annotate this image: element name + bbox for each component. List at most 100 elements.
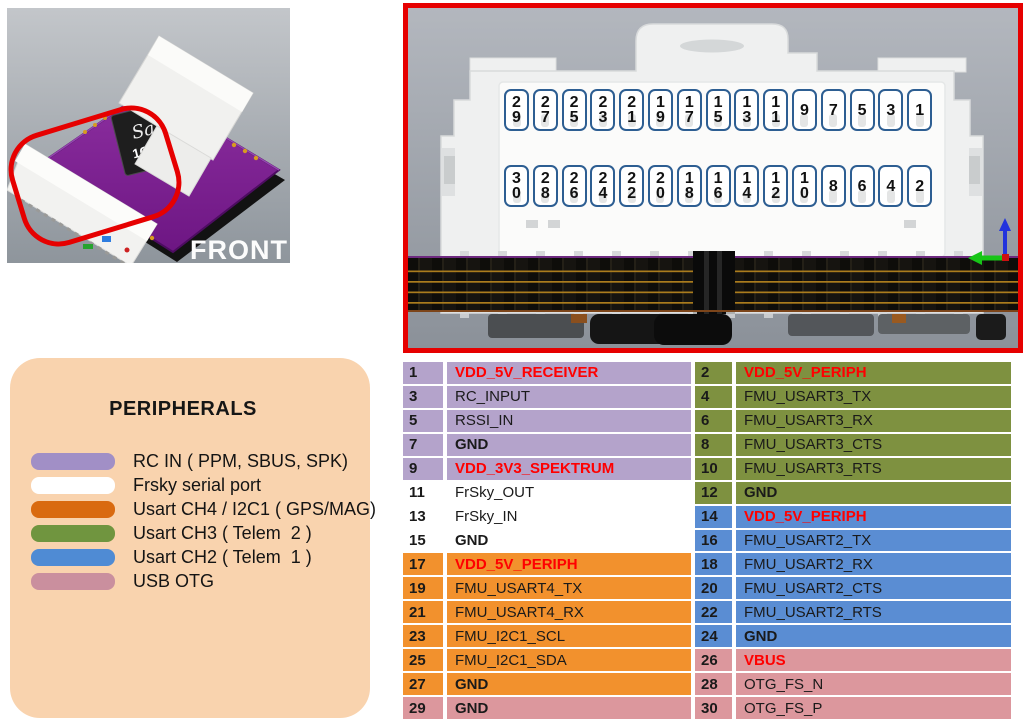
pin-number-cell: 3 bbox=[403, 385, 443, 408]
pin-label-cell: VDD_5V_PERIPH bbox=[736, 362, 1011, 384]
green-led bbox=[83, 244, 93, 249]
connector-pin-badge: 21 bbox=[619, 89, 645, 131]
legend-color-swatch bbox=[31, 549, 115, 566]
connector-pin-number: 24 bbox=[598, 170, 608, 202]
connector-pin-badge: 10 bbox=[791, 165, 817, 207]
pin-label-cell: FMU_USART4_TX bbox=[447, 577, 691, 600]
connector-pin-badge: 15 bbox=[705, 89, 731, 131]
connector-pin-number: 4 bbox=[886, 177, 896, 195]
connector-pin-number: 10 bbox=[800, 170, 809, 202]
connector-pin-badge: 2 bbox=[907, 165, 933, 207]
pin-label-cell: VDD_5V_RECEIVER bbox=[447, 362, 691, 384]
pin-number-cell: 29 bbox=[403, 697, 443, 719]
connector-pin-badge: 9 bbox=[791, 89, 817, 131]
connector-pin-badge: 5 bbox=[849, 89, 875, 131]
pcb-board: SanD 1GB bbox=[7, 35, 285, 263]
connector-pin-number: 13 bbox=[742, 94, 752, 126]
legend-item: USB OTG bbox=[31, 571, 370, 591]
pin-number-cell: 12 bbox=[695, 481, 732, 504]
front-connector-highlight bbox=[8, 105, 182, 247]
under-board-components bbox=[441, 312, 1006, 345]
pin-number-cell: 28 bbox=[695, 673, 732, 696]
connector-pin-number: 22 bbox=[627, 170, 637, 202]
legend-color-swatch bbox=[31, 453, 115, 470]
pin-number-cell: 20 bbox=[695, 577, 732, 600]
pin-label-cell: FMU_USART3_CTS bbox=[736, 433, 1011, 456]
connector-pin-badge: 8 bbox=[820, 165, 846, 207]
pin-number-cell: 17 bbox=[403, 553, 443, 576]
connector-pin-number: 27 bbox=[540, 94, 550, 126]
legend-item: Usart CH2 ( Telem 1 ) bbox=[31, 547, 370, 567]
connector-pin-badge: 23 bbox=[590, 89, 616, 131]
legend-item-label: Usart CH4 / I2C1 ( GPS/MAG) bbox=[133, 499, 377, 519]
connector-pin-badge: 6 bbox=[849, 165, 875, 207]
pin-number-cell: 6 bbox=[695, 409, 732, 432]
connector-pin-number: 17 bbox=[684, 94, 694, 126]
legend-item-label: RC IN ( PPM, SBUS, SPK) bbox=[133, 451, 349, 471]
pin-number-cell: 8 bbox=[695, 433, 732, 456]
legend-color-swatch bbox=[31, 573, 115, 590]
connector-pin-badge: 29 bbox=[504, 89, 529, 131]
connector-pin-number: 1 bbox=[915, 101, 925, 119]
connector-pin-number: 12 bbox=[771, 170, 781, 202]
connector-pin-number: 29 bbox=[512, 94, 521, 126]
peripherals-legend: PERIPHERALS RC IN ( PPM, SBUS, SPK) Frsk… bbox=[10, 358, 376, 718]
connector-pin-number: 9 bbox=[800, 101, 809, 119]
connector-pin-badge: 1 bbox=[907, 89, 933, 131]
pin-number-cell: 18 bbox=[695, 553, 732, 576]
pin-number-cell: 25 bbox=[403, 649, 443, 672]
pin-label-cell: FMU_USART2_TX bbox=[736, 529, 1011, 552]
legend-item-label: Usart CH3 ( Telem 2 ) bbox=[133, 523, 312, 543]
connector-pin-badge: 18 bbox=[676, 165, 702, 207]
pin-label-cell: FMU_USART3_TX bbox=[736, 385, 1011, 408]
connector-pin-number: 26 bbox=[569, 170, 579, 202]
pin-number-cell: 26 bbox=[695, 649, 732, 672]
pin-label-cell: VDD_5V_PERIPH bbox=[447, 553, 691, 576]
pin-number-cell: 9 bbox=[403, 457, 443, 480]
pin-table-right: 2 VDD_5V_PERIPH 4 FMU_USART3_TX 6 FMU_US… bbox=[695, 362, 1011, 719]
connector-pin-number: 18 bbox=[684, 170, 694, 202]
pin-number-cell: 16 bbox=[695, 529, 732, 552]
pin-number-cell: 2 bbox=[695, 362, 732, 384]
connector-pin-badge: 27 bbox=[532, 89, 558, 131]
pin-number-cell: 24 bbox=[695, 625, 732, 648]
pin-label-cell: VDD_5V_PERIPH bbox=[736, 505, 1011, 528]
connector-pin-number: 23 bbox=[598, 94, 608, 126]
pin-label-cell: VDD_3V3_SPEKTRUM bbox=[447, 457, 691, 480]
pin-number-cell: 30 bbox=[695, 697, 732, 719]
pin-label-cell: GND bbox=[447, 433, 691, 456]
connector-pin-number: 5 bbox=[857, 101, 867, 119]
legend-color-swatch bbox=[31, 477, 115, 494]
pin-number-cell: 27 bbox=[403, 673, 443, 696]
pin-label-cell: GND bbox=[447, 529, 691, 552]
connector-pin-number: 30 bbox=[512, 170, 521, 202]
pin-label-cell: OTG_FS_N bbox=[736, 673, 1011, 696]
connector-pin-badge: 13 bbox=[734, 89, 760, 131]
legend-items: RC IN ( PPM, SBUS, SPK) Frsky serial por… bbox=[10, 451, 376, 591]
connector-pin-badge: 28 bbox=[532, 165, 558, 207]
connector-pin-badge: 20 bbox=[647, 165, 673, 207]
pin-number-cell: 1 bbox=[403, 362, 443, 384]
pin-label-cell: FMU_USART2_RTS bbox=[736, 601, 1011, 624]
pin-number-cell: 22 bbox=[695, 601, 732, 624]
connector-pin-badge: 16 bbox=[705, 165, 731, 207]
connector-pin-number: 21 bbox=[627, 94, 637, 126]
connector-pin-row-top: 29 27 25 23 21 19 17 15 13 11 9 7 5 3 1 bbox=[504, 89, 933, 131]
pin-label-cell: GND bbox=[736, 625, 1011, 648]
blue-led bbox=[102, 236, 111, 242]
connector-pin-number: 15 bbox=[713, 94, 723, 126]
pin-label-cell: GND bbox=[447, 697, 691, 719]
connector-pin-number: 8 bbox=[828, 177, 838, 195]
connector-pin-number: 7 bbox=[828, 101, 838, 119]
pin-label-cell: FMU_USART3_RTS bbox=[736, 457, 1011, 480]
connector-pin-number: 3 bbox=[886, 101, 896, 119]
pin-label-cell: OTG_FS_P bbox=[736, 697, 1011, 719]
legend-item-label: USB OTG bbox=[133, 571, 215, 591]
connector-pin-number: 19 bbox=[656, 94, 665, 126]
pin-label-cell: RSSI_IN bbox=[447, 409, 691, 432]
board-photo-art: SanD 1GB FRONT bbox=[7, 8, 290, 263]
pcb-edge-band bbox=[408, 251, 1018, 314]
pin-label-cell: FMU_USART2_RX bbox=[736, 553, 1011, 576]
connector-pin-badge: 4 bbox=[878, 165, 904, 207]
connector-pin-number: 16 bbox=[713, 170, 723, 202]
